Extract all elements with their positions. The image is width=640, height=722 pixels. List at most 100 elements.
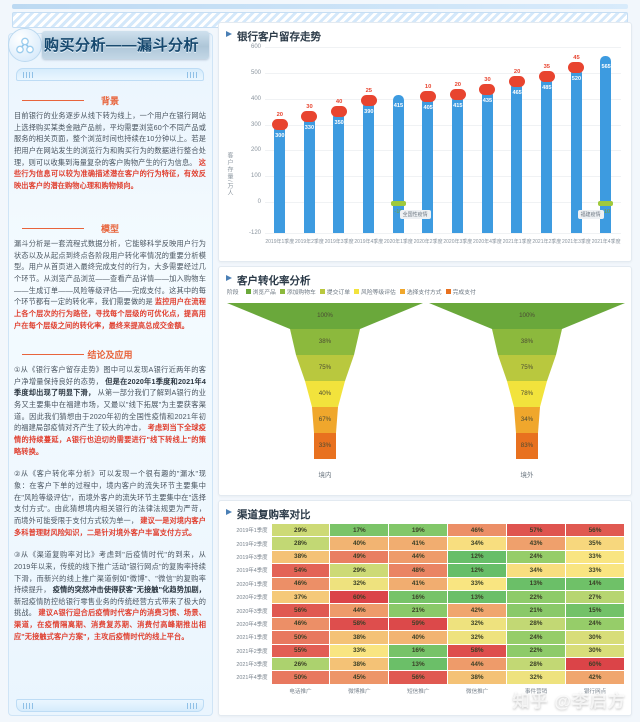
- bar-group[interactable]: 405 10 2020年2季度: [413, 47, 443, 245]
- bar-group[interactable]: 435 30 2020年4季度: [473, 47, 503, 245]
- heatmap-cell[interactable]: 38%: [329, 630, 390, 645]
- funnel-segment[interactable]: [227, 303, 423, 329]
- heatmap-cell[interactable]: 41%: [388, 576, 449, 591]
- heatmap-cell[interactable]: 29%: [329, 563, 390, 578]
- increment-marker[interactable]: [479, 83, 496, 95]
- heatmap-cell[interactable]: 38%: [447, 670, 508, 685]
- heatmap-cell[interactable]: 49%: [329, 549, 390, 565]
- bar-group[interactable]: 565 -10 2021年4季度: [591, 47, 621, 245]
- heatmap-cell[interactable]: 21%: [506, 603, 567, 618]
- funnel-segment[interactable]: [296, 355, 354, 381]
- heatmap-cell[interactable]: 12%: [447, 549, 508, 565]
- heatmap-cell[interactable]: 41%: [388, 536, 449, 551]
- heatmap-cell[interactable]: 58%: [329, 616, 390, 632]
- heatmap-cell[interactable]: 24%: [506, 630, 567, 645]
- bar-group[interactable]: 520 45 2021年3季度: [562, 47, 592, 245]
- heatmap-cell[interactable]: 60%: [329, 589, 390, 605]
- funnel-segment[interactable]: [314, 433, 336, 459]
- heatmap-cell[interactable]: 38%: [270, 549, 331, 565]
- heatmap-cell[interactable]: 33%: [447, 576, 508, 591]
- heatmap-cell[interactable]: 34%: [447, 536, 508, 551]
- bar[interactable]: [600, 56, 612, 233]
- heatmap-cell[interactable]: 37%: [270, 589, 331, 605]
- heatmap-cell[interactable]: 14%: [565, 576, 625, 591]
- heatmap-cell[interactable]: 46%: [447, 522, 508, 538]
- heatmap-cell[interactable]: 35%: [565, 536, 625, 551]
- heatmap-cell[interactable]: 32%: [447, 616, 508, 632]
- bar-group[interactable]: 390 25 2019年4季度: [354, 47, 384, 245]
- funnel-segment[interactable]: [305, 381, 345, 407]
- heatmap-cell[interactable]: 42%: [447, 603, 508, 618]
- bar-group[interactable]: 330 30 2019年2季度: [295, 47, 325, 245]
- bar-group[interactable]: 485 35 2021年2季度: [532, 47, 562, 245]
- legend-item[interactable]: 完成支付: [445, 287, 476, 296]
- heatmap-cell[interactable]: 32%: [506, 670, 567, 685]
- bar[interactable]: [333, 111, 345, 233]
- heatmap-cell[interactable]: 40%: [388, 630, 449, 645]
- heatmap-cell[interactable]: 50%: [270, 670, 331, 685]
- heatmap-cell[interactable]: 16%: [388, 589, 449, 605]
- bar[interactable]: [392, 94, 404, 233]
- heatmap-cell[interactable]: 57%: [506, 522, 567, 538]
- heatmap-cell[interactable]: 44%: [329, 603, 390, 618]
- heatmap-cell[interactable]: 42%: [565, 670, 625, 685]
- funnel-segment[interactable]: [290, 329, 360, 355]
- heatmap-cell[interactable]: 22%: [506, 643, 567, 658]
- heatmap-cell[interactable]: 29%: [270, 522, 331, 538]
- heatmap-cell[interactable]: 58%: [447, 643, 508, 658]
- heatmap-cell[interactable]: 21%: [388, 603, 449, 618]
- increment-marker[interactable]: [538, 70, 555, 82]
- bar[interactable]: [363, 101, 374, 233]
- heatmap-cell[interactable]: 22%: [506, 589, 567, 605]
- increment-marker[interactable]: [330, 105, 347, 117]
- heatmap-cell[interactable]: 59%: [388, 616, 449, 632]
- legend-item[interactable]: 提交订单: [319, 287, 350, 296]
- legend-item[interactable]: 添加购物车: [279, 287, 316, 296]
- heatmap-cell[interactable]: 32%: [329, 576, 390, 591]
- bar[interactable]: [570, 67, 582, 233]
- increment-marker[interactable]: [301, 110, 318, 122]
- funnel-segment[interactable]: [312, 407, 338, 433]
- heatmap-cell[interactable]: 38%: [329, 656, 390, 672]
- heatmap-cell[interactable]: 13%: [388, 656, 449, 672]
- heatmap-cell[interactable]: 15%: [565, 603, 625, 618]
- funnel-segment[interactable]: [492, 329, 562, 355]
- bar-group[interactable]: 415 20 2020年3季度: [443, 47, 473, 245]
- heatmap-cell[interactable]: 48%: [388, 563, 449, 578]
- heatmap-cell[interactable]: 55%: [270, 643, 331, 658]
- increment-marker[interactable]: [419, 91, 436, 103]
- decrement-marker[interactable]: [598, 201, 614, 206]
- heatmap-cell[interactable]: 17%: [329, 522, 390, 538]
- heatmap-cell[interactable]: 32%: [447, 630, 508, 645]
- heatmap-cell[interactable]: 30%: [565, 643, 625, 658]
- heatmap-cell[interactable]: 50%: [270, 630, 331, 645]
- funnel-segment[interactable]: [498, 355, 556, 381]
- bar[interactable]: [452, 94, 463, 233]
- heatmap-cell[interactable]: 33%: [329, 643, 390, 658]
- bar-group[interactable]: 350 40 2019年3季度: [324, 47, 354, 245]
- heatmap-cell[interactable]: 56%: [565, 522, 625, 538]
- bar[interactable]: [541, 76, 552, 233]
- decrement-marker[interactable]: [390, 201, 406, 206]
- heatmap-cell[interactable]: 28%: [506, 616, 567, 632]
- heatmap-cell[interactable]: 44%: [388, 549, 449, 565]
- heatmap-cell[interactable]: 26%: [270, 656, 331, 672]
- heatmap-cell[interactable]: 12%: [447, 563, 508, 578]
- increment-marker[interactable]: [568, 61, 585, 73]
- heatmap-cell[interactable]: 40%: [329, 536, 390, 551]
- bar[interactable]: [511, 81, 523, 233]
- heatmap-cell[interactable]: 13%: [506, 576, 567, 591]
- bar[interactable]: [481, 89, 493, 233]
- heatmap-cell[interactable]: 33%: [565, 563, 625, 578]
- funnel-segment[interactable]: [429, 303, 625, 329]
- bar-group[interactable]: 300 20 2019年1季度: [265, 47, 295, 246]
- heatmap-cell[interactable]: 46%: [270, 576, 331, 591]
- funnel-segment[interactable]: [507, 381, 547, 407]
- heatmap-cell[interactable]: 27%: [565, 589, 625, 605]
- heatmap-cell[interactable]: 56%: [270, 603, 331, 618]
- funnel-segment[interactable]: [514, 407, 540, 433]
- heatmap-cell[interactable]: 44%: [447, 656, 508, 672]
- increment-marker[interactable]: [449, 88, 466, 100]
- bar-group[interactable]: 465 20 2021年1季度: [502, 47, 532, 245]
- legend-item[interactable]: 浏览产品: [245, 287, 276, 296]
